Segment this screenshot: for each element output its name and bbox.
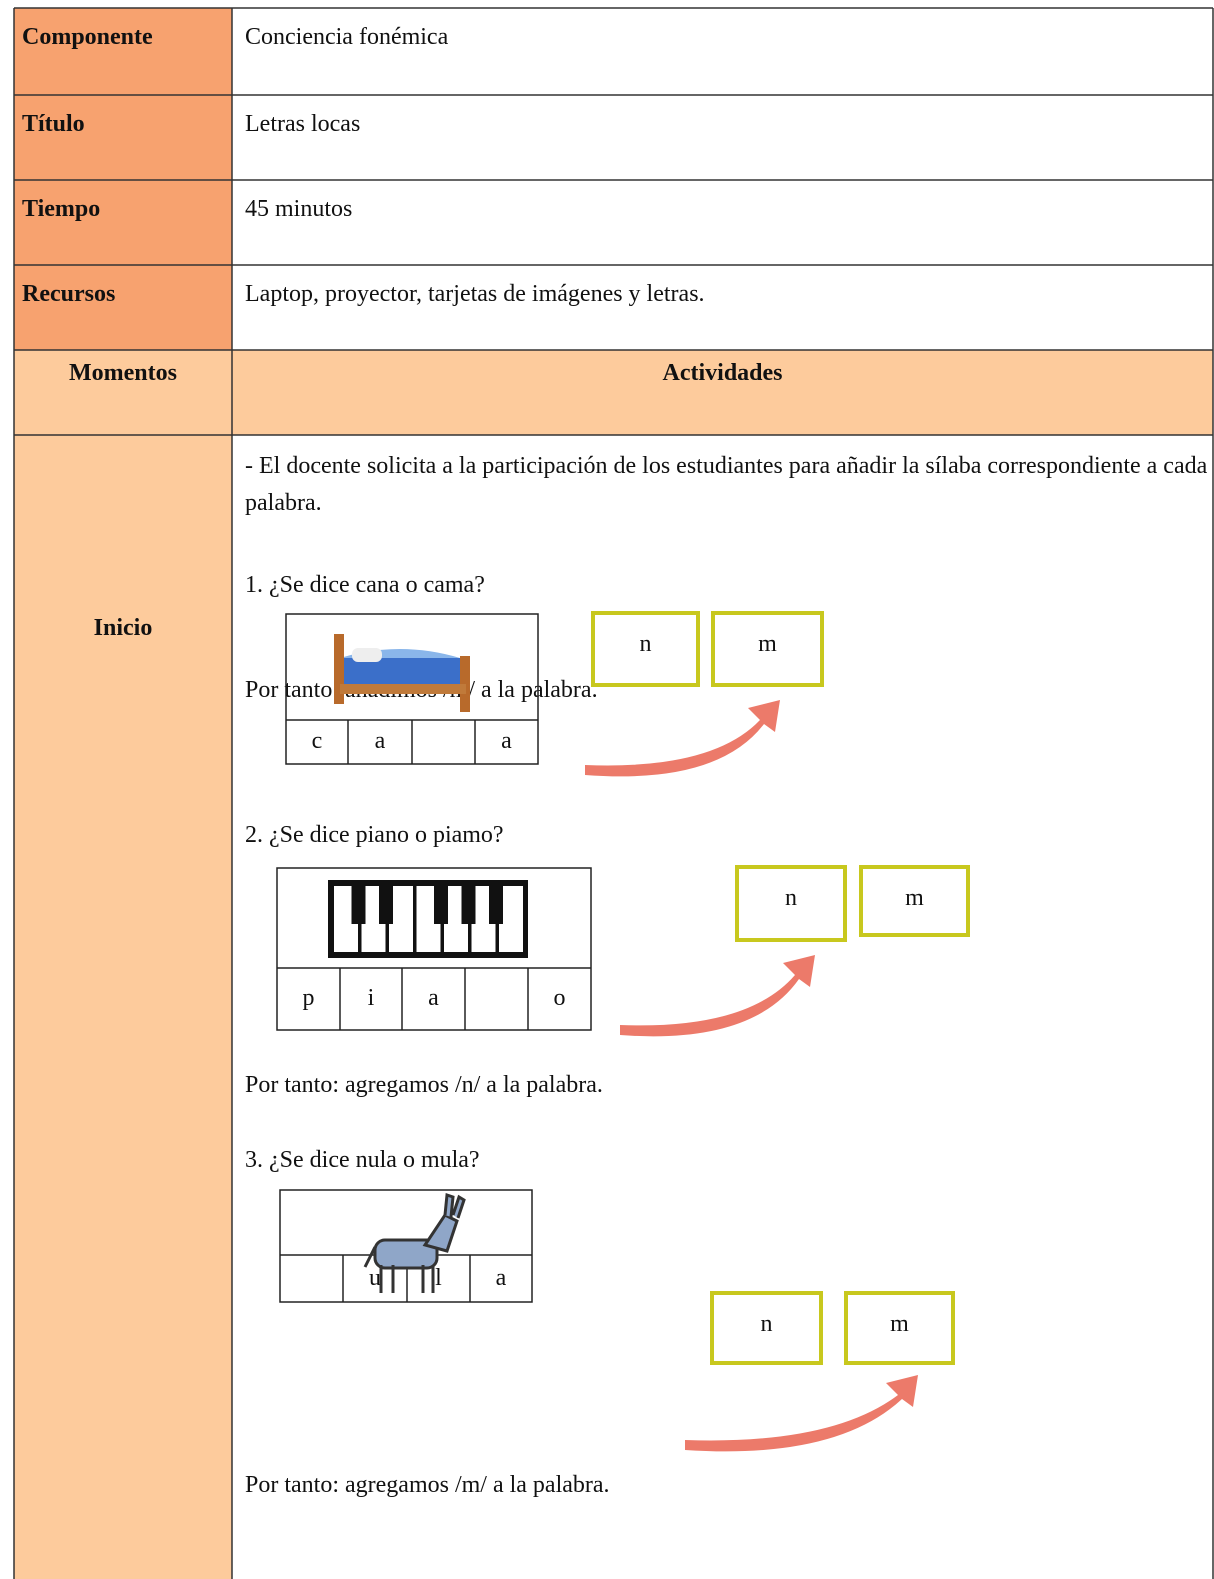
letter-cell: i — [367, 985, 375, 1011]
header-cell: Actividades — [662, 360, 783, 386]
row-label: Componente — [22, 24, 153, 50]
question: 3. ¿Se dice nula o mula? — [245, 1147, 480, 1173]
row-label: Recursos — [22, 281, 116, 307]
moment-cell — [14, 435, 232, 1579]
intro-text: - El docente solicita a la participación… — [245, 453, 1208, 516]
header-cell: Momentos — [69, 360, 177, 386]
option: m — [890, 1311, 909, 1337]
conclusion: Por tanto: agregamos /n/ a la palabra. — [245, 1072, 603, 1098]
label-cell — [14, 180, 232, 267]
label-cell — [14, 265, 232, 351]
row-value: 45 minutos — [245, 196, 353, 222]
letter-cell: l — [435, 1264, 442, 1291]
letter-cell: a — [428, 985, 439, 1011]
row-value: Conciencia fonémica — [245, 24, 449, 50]
question: 2. ¿Se dice piano o piamo? — [245, 822, 504, 848]
option: n — [785, 885, 797, 911]
letter-cell: c — [311, 728, 323, 754]
letter-cell: a — [374, 728, 386, 754]
label-cell — [14, 95, 232, 182]
row-value: Letras locas — [245, 111, 361, 137]
row-label: Tiempo — [22, 196, 101, 222]
question: 1. ¿Se dice cana o cama? — [245, 572, 485, 598]
letter-cell: o — [553, 985, 566, 1011]
option: m — [905, 885, 924, 911]
row-label: Título — [22, 111, 85, 137]
label-cell — [14, 8, 232, 95]
option: n — [760, 1311, 773, 1337]
letter-cell: p — [302, 985, 315, 1011]
letter-cell: a — [501, 728, 512, 754]
option: n — [639, 631, 652, 657]
conclusion: Por tanto: agregamos /m/ a la palabra. — [245, 1472, 610, 1498]
moment-label: Inicio — [93, 615, 153, 641]
letter-cell: u — [369, 1264, 381, 1291]
row-value: Laptop, proyector, tarjetas de imágenes … — [245, 281, 705, 307]
letter-cell: a — [495, 1264, 507, 1291]
header-row — [14, 350, 1213, 435]
option: m — [758, 631, 777, 657]
